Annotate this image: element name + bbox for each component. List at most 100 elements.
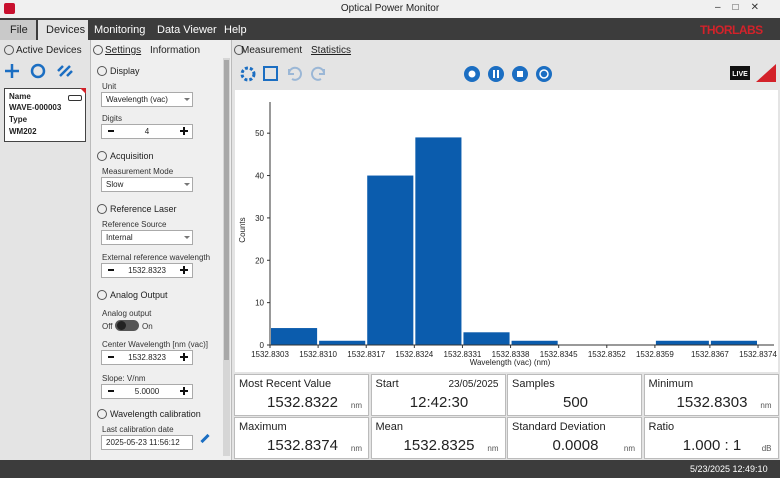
window-title: Optical Power Monitor: [340, 3, 440, 14]
field-label: External reference wavelength: [102, 253, 211, 262]
card-label: Type: [9, 115, 28, 124]
settings-icon[interactable]: [240, 66, 256, 82]
menu-item[interactable]: Help: [224, 24, 247, 36]
stat-label: Maximum: [239, 421, 287, 433]
section-title: Analog Output: [110, 290, 168, 300]
stat-date: 23/05/2025: [448, 379, 499, 390]
y-tick-label: 10: [255, 299, 264, 308]
x-tick-label: 1532.8331: [444, 350, 482, 359]
x-tick-label: 1532.8324: [395, 350, 433, 359]
stat-value: 1.000 : 1: [682, 437, 742, 454]
chart-area: [235, 90, 778, 372]
stat-box: Maximum 1532.8374 nm: [234, 417, 369, 459]
menu-devices-bg: [38, 20, 88, 40]
pause-button[interactable]: [488, 66, 504, 82]
bar: [271, 328, 318, 345]
tab[interactable]: Information: [150, 45, 201, 56]
menu-item[interactable]: Devices: [46, 24, 86, 36]
dropdown[interactable]: Wavelength (vac): [101, 92, 193, 107]
add-icon[interactable]: [5, 64, 19, 78]
x-tick-label: 1532.8303: [251, 350, 289, 359]
plus-button[interactable]: [183, 353, 185, 361]
plus-button[interactable]: [183, 387, 185, 395]
menu-item[interactable]: Data Viewer: [157, 24, 217, 36]
bar: [463, 332, 510, 345]
dropdown[interactable]: Slow: [101, 177, 193, 192]
plus-button[interactable]: [183, 127, 185, 135]
dropdown-arrow: [184, 98, 190, 101]
spin-box[interactable]: 1532.8323: [101, 350, 193, 365]
dropdown-arrow: [184, 183, 190, 186]
stat-value: 500: [562, 394, 589, 411]
bar: [655, 340, 709, 345]
menu-item[interactable]: File: [10, 24, 28, 36]
spin-box[interactable]: 4: [101, 124, 193, 139]
stat-box: Ratio 1.000 : 1 dB: [643, 417, 779, 459]
connect-icon[interactable]: [57, 65, 73, 77]
y-tick-label: 50: [255, 129, 264, 138]
x-tick-label: 1532.8317: [347, 350, 385, 359]
section-icon[interactable]: [97, 66, 107, 76]
minus-button[interactable]: [108, 269, 114, 271]
tab[interactable]: Statistics: [311, 45, 352, 56]
minus-button[interactable]: [108, 390, 114, 392]
scroll-thumb[interactable]: [224, 60, 229, 360]
bar: [710, 340, 757, 345]
toolbar: LIVE: [240, 64, 776, 82]
stat-value: 12:42:30: [409, 394, 469, 411]
x-tick-label: 1532.8338: [492, 350, 530, 359]
field-label: Reference Source: [102, 220, 167, 229]
window-controls[interactable]: –□✕: [715, 2, 771, 13]
plus-button[interactable]: [183, 266, 185, 274]
redo-icon[interactable]: [311, 66, 326, 81]
minus-button[interactable]: [108, 356, 114, 358]
toggle[interactable]: [115, 320, 139, 331]
section-title: Acquisition: [110, 151, 154, 161]
section-icon[interactable]: [97, 290, 107, 300]
bar: [319, 340, 366, 345]
menu-item[interactable]: Monitoring: [94, 24, 146, 36]
section-icon[interactable]: [97, 204, 107, 214]
dropdown[interactable]: Internal: [101, 230, 193, 245]
section-icon[interactable]: [97, 409, 107, 419]
undo-icon[interactable]: [287, 66, 302, 81]
toggle-knob: [117, 321, 126, 330]
logo: THORLABS: [700, 23, 763, 37]
minus-button[interactable]: [108, 130, 114, 132]
field-label: Analog output: [102, 309, 152, 318]
tab[interactable]: Measurement: [241, 45, 303, 56]
field-label: Center Wavelength [nm (vac)]: [102, 340, 208, 349]
collapse-icon[interactable]: [93, 45, 103, 55]
stat-unit: nm: [623, 444, 635, 453]
stat-box: Minimum 1532.8303 nm: [643, 374, 779, 416]
status-bar: [0, 460, 780, 478]
collapse-icon[interactable]: [4, 45, 14, 55]
stat-unit: dB: [761, 444, 772, 453]
stat-label: Most Recent Value: [239, 378, 332, 390]
live-badge: [730, 66, 750, 80]
panel-title: Active Devices: [16, 45, 82, 56]
x-tick-label: 1532.8367: [691, 350, 729, 359]
spin-box[interactable]: 5.0000: [101, 384, 193, 399]
device-card[interactable]: [4, 88, 86, 142]
refresh-button[interactable]: [536, 66, 552, 82]
y-axis-label: Counts: [238, 217, 247, 242]
collapse-icon[interactable]: [234, 45, 244, 55]
stat-box: Start 12:42:30 23/05/2025: [370, 374, 506, 416]
spin-box[interactable]: 1532.8323: [101, 263, 193, 278]
section-icon[interactable]: [97, 151, 107, 161]
dropdown-arrow: [184, 236, 190, 239]
section-title: Display: [110, 66, 140, 76]
stat-unit: nm: [760, 401, 772, 410]
corner-flag: [756, 64, 776, 82]
card-label: Name: [9, 92, 31, 101]
tab[interactable]: Settings: [105, 45, 142, 56]
save-icon[interactable]: [263, 66, 278, 81]
section-title: Wavelength calibration: [110, 409, 201, 419]
usb-icon: [68, 95, 82, 101]
link-icon[interactable]: [30, 63, 46, 79]
section-title: Reference Laser: [110, 204, 177, 214]
stat-box: Most Recent Value 1532.8322 nm: [234, 374, 369, 416]
stat-value: 1532.8325: [403, 437, 475, 454]
